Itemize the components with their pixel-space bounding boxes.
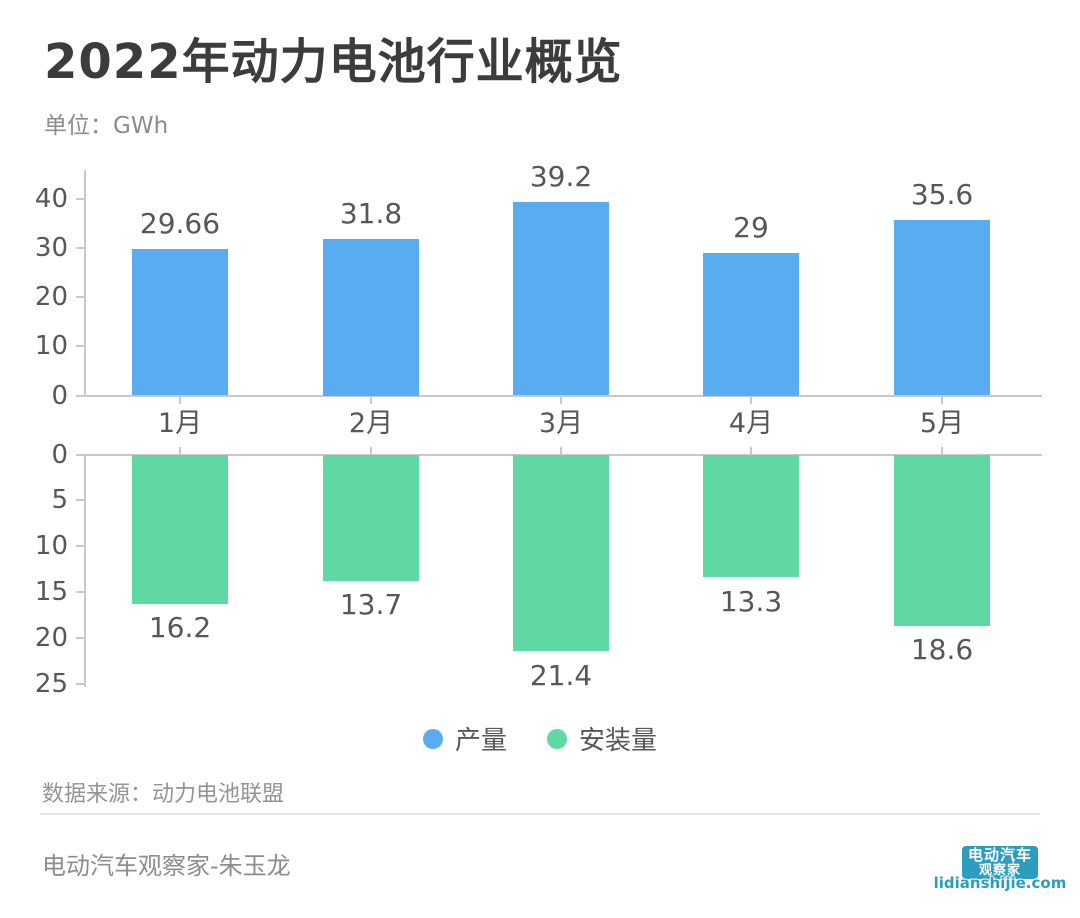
x-tick [941,447,943,455]
x-tick [179,396,181,404]
y-tick [76,247,84,249]
legend-label: 产量 [454,726,507,756]
bar-value-label: 39.2 [529,160,593,193]
bar-value-label: 13.3 [719,585,783,618]
bar-production [323,239,419,396]
legend: 产量 安装量 [0,720,1080,757]
y-axis-line [84,170,86,397]
bar-production [513,202,609,395]
bar-installation [323,455,419,581]
y-tick [76,499,84,501]
bar-value-label: 13.7 [339,588,403,621]
legend-dot-icon [547,728,567,749]
y-tick [76,395,84,397]
legend-dot-icon [422,728,443,749]
bar-installation [894,455,990,626]
bar-value-label: 31.8 [339,197,403,230]
y-tick [76,345,84,347]
legend-item-production: 产量 [422,720,507,757]
bar-value-label: 21.4 [529,659,593,692]
logo-text-line2: 观察家 [978,862,1021,878]
x-tick [750,396,752,404]
x-tick-label: 5月 [919,408,965,439]
y-tick-label: 10 [34,531,68,561]
legend-label: 安装量 [579,726,658,756]
x-tick [370,396,372,404]
y-tick-label: 40 [34,184,68,214]
bar-production [132,249,228,395]
x-tick-label: 2月 [348,408,394,439]
x-tick [750,447,752,455]
x-tick [560,396,562,404]
logo: 电动汽车 观察家 [962,846,1038,879]
y-tick-label: 25 [34,669,68,699]
y-tick [76,637,84,639]
y-tick [76,198,84,200]
bar-value-label: 29.66 [139,207,221,240]
y-tick [76,545,84,547]
logo-text-line1: 电动汽车 [967,845,1032,864]
y-axis-line [84,455,86,687]
bar-production [703,253,799,396]
y-tick-label: 15 [34,577,68,607]
legend-item-installation: 安装量 [547,720,657,757]
y-tick [76,591,84,593]
unit-label: 单位：GWh [44,113,169,139]
y-tick-label: 30 [34,233,68,263]
page-title: 2022年动力电池行业概览 [44,34,623,90]
y-tick-label: 20 [34,282,68,312]
y-tick-label: 10 [34,331,68,361]
y-tick-label: 0 [51,440,68,470]
bar-value-label: 29 [733,211,769,244]
x-axis-line [84,395,1042,397]
x-tick-label: 1月 [157,408,203,439]
footer-author: 电动汽车观察家-朱玉龙 [42,852,291,880]
y-tick [76,683,84,685]
x-tick [179,447,181,455]
x-tick-label: 4月 [728,408,774,439]
bar-installation [132,455,228,604]
logo-url: lidianshijie.com [933,874,1067,892]
divider [40,813,1040,815]
x-tick-label: 3月 [538,408,584,439]
x-tick [370,447,372,455]
bar-production [894,220,990,395]
y-tick [76,296,84,298]
bar-installation [513,455,609,651]
bar-value-label: 16.2 [148,611,212,644]
data-source: 数据来源：动力电池联盟 [42,782,285,807]
bar-value-label: 18.6 [910,633,974,666]
bar-value-label: 35.6 [910,178,974,211]
bar-installation [703,455,799,577]
y-tick-label: 0 [51,381,68,411]
x-tick [941,396,943,404]
x-tick [560,447,562,455]
y-tick-label: 5 [51,485,68,515]
y-tick [76,454,84,456]
y-tick-label: 20 [34,623,68,653]
